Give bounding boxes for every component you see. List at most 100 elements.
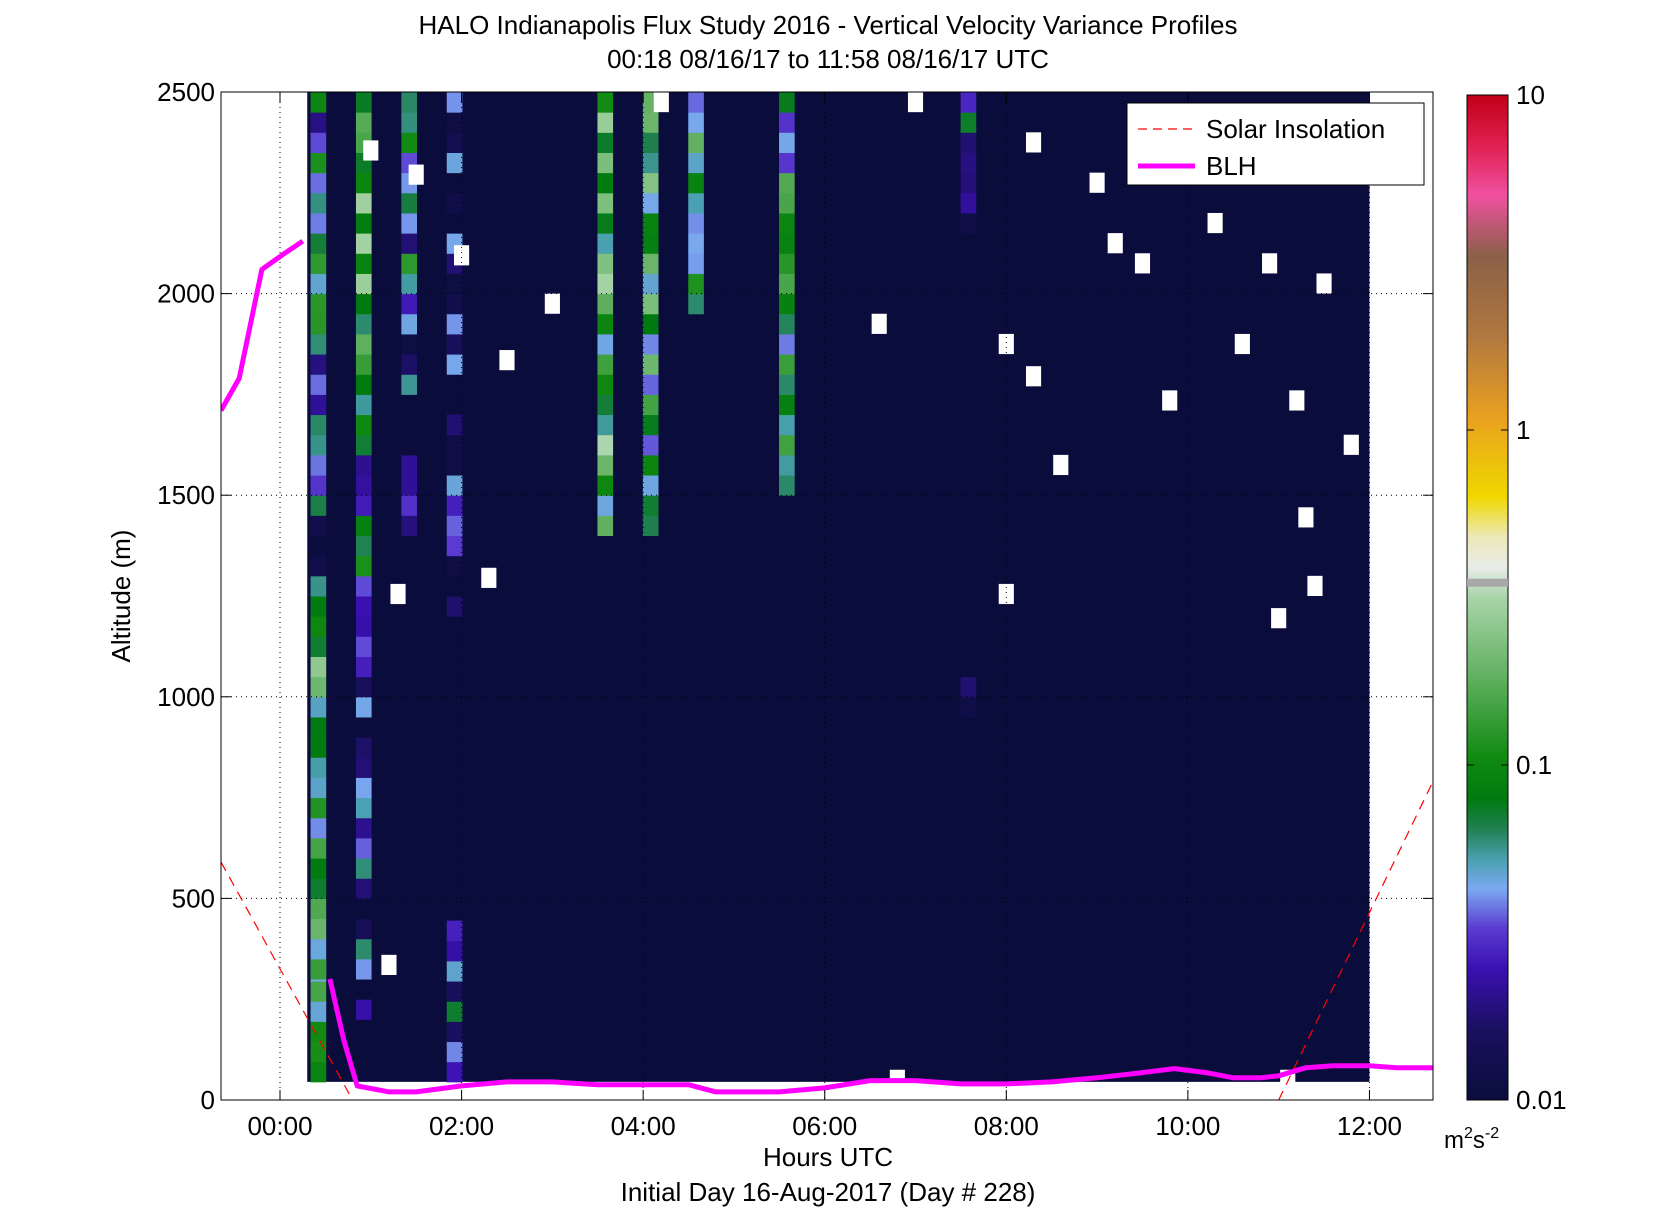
heatmap-gap [1025, 132, 1042, 153]
heatmap-cell [355, 394, 372, 416]
heatmap-cell [446, 495, 463, 516]
heatmap-cell [310, 777, 327, 799]
heatmap-cell [960, 132, 977, 153]
heatmap-gap [1343, 434, 1359, 455]
heatmap-cell [597, 434, 614, 456]
heatmap-cell [779, 233, 795, 254]
heatmap-gap [653, 92, 669, 113]
heatmap-cell [446, 960, 463, 982]
heatmap-cell [310, 535, 327, 557]
heatmap-cell [310, 152, 327, 174]
heatmap-gap [390, 583, 406, 605]
heatmap-cell [310, 878, 327, 899]
heatmap-cell [688, 253, 704, 274]
heatmap-cell [401, 132, 417, 153]
heatmap-cell [355, 253, 372, 274]
heatmap-cell [642, 354, 659, 375]
heatmap-cell [355, 535, 372, 557]
heatmap-cell [642, 192, 659, 214]
legend: Solar Insolation BLH [1126, 102, 1425, 186]
heatmap-cell [779, 434, 795, 456]
colorbar-tick-label: 0.1 [1516, 750, 1552, 780]
heatmap-cell [597, 394, 614, 416]
heatmap-cell [310, 938, 327, 960]
heatmap-cell [642, 233, 659, 254]
heatmap-cell [355, 979, 372, 1000]
heatmap-cell [310, 636, 327, 657]
heatmap-cell [355, 354, 372, 375]
heatmap-cell [779, 152, 795, 174]
heatmap-cell [597, 354, 614, 375]
heatmap-cell [355, 555, 372, 577]
heatmap-cells [307, 92, 1370, 1090]
heatmap-cell [310, 92, 327, 113]
y-tick-label: 2500 [157, 77, 215, 107]
heatmap-cell [642, 152, 659, 174]
heatmap-gap [998, 333, 1014, 355]
heatmap-gap [1162, 390, 1178, 411]
heatmap-gap [1307, 575, 1323, 596]
heatmap-cell [355, 293, 372, 315]
heatmap-cell [597, 132, 614, 153]
heatmap-cell [310, 192, 327, 214]
heatmap-cell [446, 596, 463, 617]
heatmap-cell [446, 981, 463, 1002]
heatmap-cell [310, 434, 327, 456]
heatmap-cell [960, 92, 977, 113]
heatmap-cell [446, 1041, 463, 1063]
colorbar-tick-label: 0.01 [1516, 1085, 1567, 1115]
heatmap-cell [688, 172, 704, 194]
heatmap-cell [960, 152, 977, 174]
y-tick-label: 2000 [157, 279, 215, 309]
heatmap-cell [401, 515, 417, 537]
heatmap-cell [779, 192, 795, 214]
heatmap-gap [871, 313, 887, 334]
heatmap-cell [310, 515, 327, 537]
heatmap-cell [446, 575, 463, 597]
heatmap-cell [597, 515, 614, 537]
heatmap-cell [446, 354, 463, 375]
heatmap-cell [310, 837, 327, 859]
heatmap-cell [779, 354, 795, 375]
heatmap-cell [355, 636, 372, 657]
heatmap-cell [310, 1021, 327, 1043]
heatmap-cell [597, 475, 614, 496]
heatmap-cell [642, 454, 659, 476]
heatmap-cell [310, 1001, 327, 1022]
heatmap-cell [401, 313, 417, 335]
heatmap-cell [779, 172, 795, 194]
heatmap-cell [310, 696, 327, 718]
heatmap-cell [642, 333, 659, 355]
y-tick-label: 500 [172, 883, 215, 913]
heatmap-cell [355, 575, 372, 597]
heatmap-cell [310, 354, 327, 375]
heatmap-cell [355, 837, 372, 859]
heatmap-cell [597, 333, 614, 355]
heatmap-gap [1134, 253, 1151, 274]
heatmap-cell [310, 233, 327, 254]
heatmap-cell [355, 374, 372, 395]
heatmap-cell [446, 293, 463, 315]
x-tick-label: 00:00 [247, 1111, 312, 1141]
heatmap-cell [446, 454, 463, 476]
heatmap-cell [355, 898, 372, 920]
chart-subtitle: 00:18 08/16/17 to 11:58 08/16/17 UTC [607, 44, 1049, 74]
heatmap-cell [642, 394, 659, 416]
heatmap-cell [597, 414, 614, 436]
heatmap-cell [310, 797, 327, 819]
heatmap-cell [355, 918, 372, 940]
heatmap-cell [597, 152, 614, 174]
blh-line [327, 978, 1433, 1095]
heatmap-cell [355, 192, 372, 214]
heatmap-cell [779, 212, 795, 234]
blh-line [221, 239, 305, 412]
heatmap-cell [642, 172, 659, 194]
heatmap-cell [446, 555, 463, 577]
heatmap-gap [1025, 366, 1042, 387]
heatmap-cell [779, 293, 795, 315]
heatmap-cell [355, 454, 372, 476]
heatmap-cell [355, 515, 372, 537]
x-tick-label: 12:00 [1337, 1111, 1402, 1141]
heatmap-cell [446, 313, 463, 335]
